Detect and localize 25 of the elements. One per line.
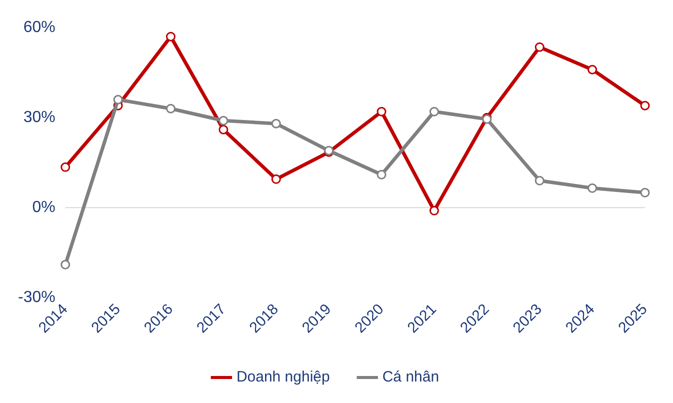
point bbox=[376, 170, 386, 180]
point bbox=[218, 116, 228, 126]
legend-label: Cá nhân bbox=[382, 368, 440, 386]
point bbox=[113, 94, 123, 104]
y-tick-label: 60% bbox=[23, 19, 56, 36]
y-tick-label: 30% bbox=[23, 109, 56, 126]
point bbox=[640, 100, 650, 110]
point bbox=[166, 104, 176, 114]
point bbox=[60, 260, 70, 270]
point bbox=[218, 124, 228, 134]
point bbox=[271, 118, 281, 128]
y-tick-label: 0% bbox=[32, 199, 56, 216]
legend-label: Doanh nghiệp bbox=[236, 368, 330, 386]
point bbox=[588, 64, 598, 74]
y-tick-label: -30% bbox=[18, 289, 56, 306]
point bbox=[376, 106, 386, 116]
point bbox=[429, 106, 439, 116]
point bbox=[640, 188, 650, 198]
point bbox=[588, 183, 598, 193]
point bbox=[534, 42, 544, 52]
point bbox=[60, 162, 70, 172]
point bbox=[166, 32, 176, 42]
point bbox=[429, 206, 439, 216]
point bbox=[271, 174, 281, 184]
point bbox=[534, 176, 544, 186]
